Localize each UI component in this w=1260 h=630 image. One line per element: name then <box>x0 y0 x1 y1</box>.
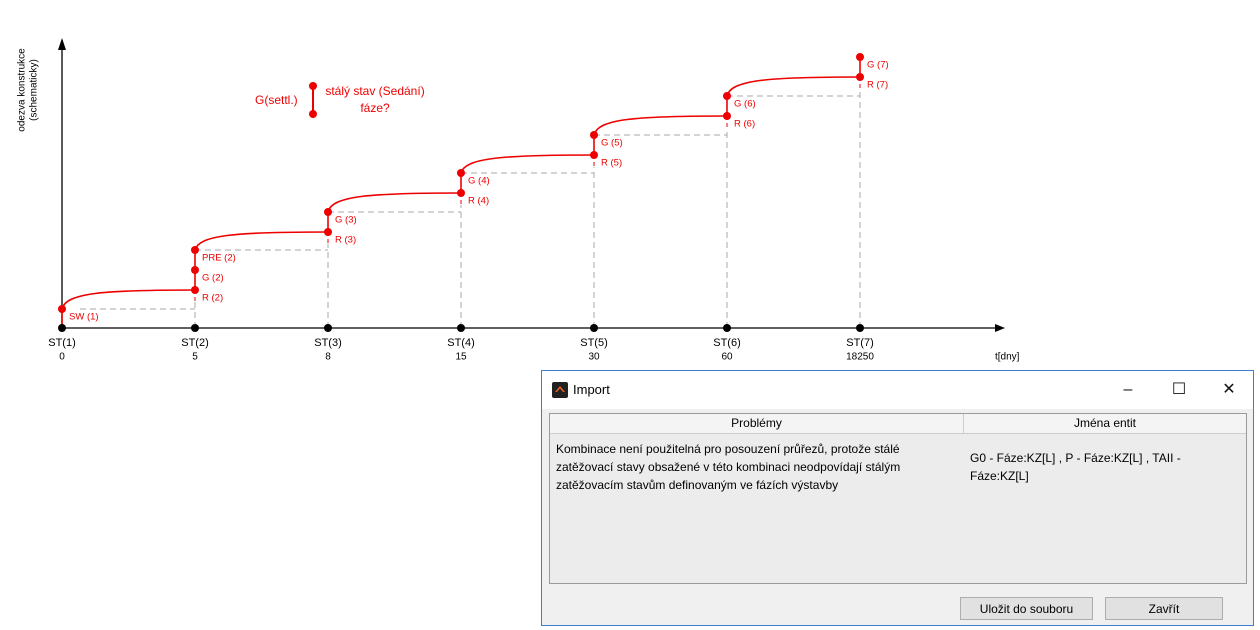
x-axis-arrow <box>995 324 1005 332</box>
response-curve <box>327 192 462 213</box>
cell-line: G0 - Fáze:KZ[L] , P - Fáze:KZ[L] , TAII … <box>970 451 1181 465</box>
annotation-text: fáze? <box>360 101 390 115</box>
point-label: R (7) <box>867 80 888 91</box>
stage-label: ST(7) <box>846 337 874 349</box>
point-label: R (2) <box>202 293 223 304</box>
cell-line: zatěžovací stavy obsažené v této kombina… <box>556 460 901 474</box>
save-button[interactable]: Uložit do souboru <box>960 597 1093 620</box>
response-curve <box>61 289 196 310</box>
response-point <box>191 266 199 274</box>
response-point <box>856 53 864 61</box>
cell-line: zatěžovacím stavům definovaným ve fázích… <box>556 478 839 492</box>
response-point <box>457 189 465 197</box>
stage-day: 15 <box>455 352 467 363</box>
stage-point <box>590 324 598 332</box>
stage-day: 30 <box>588 352 600 363</box>
response-point <box>723 112 731 120</box>
annotation-text: stálý stav (Sedání) <box>325 84 424 98</box>
point-label: R (6) <box>734 119 755 130</box>
stage-day: 18250 <box>846 352 874 363</box>
point-label: PRE (2) <box>202 253 236 264</box>
stage-label: ST(1) <box>48 337 76 349</box>
stage-label: ST(2) <box>181 337 209 349</box>
x-axis-label: t[dny] <box>995 352 1020 363</box>
column-header: Jména entit <box>1073 416 1137 430</box>
annotation-label: G(settl.) <box>255 93 298 107</box>
point-label: SW (1) <box>69 312 99 323</box>
stage-label: ST(4) <box>447 337 475 349</box>
maximize-button[interactable]: ☐ <box>1171 381 1187 398</box>
response-curve <box>593 115 728 136</box>
stage-label: ST(6) <box>713 337 741 349</box>
response-curve <box>194 231 329 251</box>
cell-line: Kombinace není použitelná pro posouzení … <box>556 442 900 456</box>
annotation-point <box>309 110 317 118</box>
stage-point <box>58 324 66 332</box>
stage-day: 0 <box>59 352 65 363</box>
stage-day: 5 <box>192 352 198 363</box>
response-curve <box>726 76 861 97</box>
response-curve <box>460 154 595 174</box>
table-row[interactable]: Kombinace není použitelná pro posouzení … <box>550 434 1246 494</box>
response-point <box>191 286 199 294</box>
point-label: G (4) <box>468 176 490 187</box>
stage-label: ST(3) <box>314 337 342 349</box>
response-point <box>590 151 598 159</box>
response-point <box>856 73 864 81</box>
title-bar: Import – ☐ ✕ <box>542 371 1253 409</box>
response-point <box>324 228 332 236</box>
point-label: G (3) <box>335 215 357 226</box>
stage-point <box>324 324 332 332</box>
close-dialog-button[interactable]: Zavřít <box>1105 597 1223 620</box>
minimize-button[interactable]: – <box>1123 381 1133 398</box>
stage-point <box>723 324 731 332</box>
cell-line: Fáze:KZ[L] <box>970 469 1029 483</box>
y-axis-label: (schematicky) <box>29 59 40 121</box>
problem-cell: Kombinace není použitelná pro posouzení … <box>550 434 964 494</box>
point-label: R (4) <box>468 196 489 207</box>
column-header: Problémy <box>550 414 964 433</box>
dialog: Import – ☐ ✕ Problémy Jména entit Kombin… <box>541 370 1254 626</box>
point-label: G (2) <box>202 273 224 284</box>
stage-point <box>191 324 199 332</box>
problems-table: Problémy Jména entit Kombinace není použ… <box>549 413 1247 584</box>
table-header: Problémy Jména entit <box>550 414 1246 434</box>
point-label: R (3) <box>335 235 356 246</box>
entity-cell: G0 - Fáze:KZ[L] , P - Fáze:KZ[L] , TAII … <box>964 434 1246 494</box>
stage-day: 8 <box>325 352 331 363</box>
y-axis-label: odezva konstrukce <box>17 48 28 132</box>
stage-label: ST(5) <box>580 337 608 349</box>
app-icon <box>552 382 568 398</box>
point-label: G (5) <box>601 138 623 149</box>
point-label: G (6) <box>734 99 756 110</box>
close-button[interactable]: ✕ <box>1222 381 1236 398</box>
y-axis-arrow <box>58 38 66 50</box>
stage-point <box>856 324 864 332</box>
point-label: G (7) <box>867 60 889 71</box>
annotation-point <box>309 82 317 90</box>
stage-point <box>457 324 465 332</box>
point-label: R (5) <box>601 158 622 169</box>
dialog-title: Import <box>573 382 610 397</box>
stage-day: 60 <box>721 352 733 363</box>
